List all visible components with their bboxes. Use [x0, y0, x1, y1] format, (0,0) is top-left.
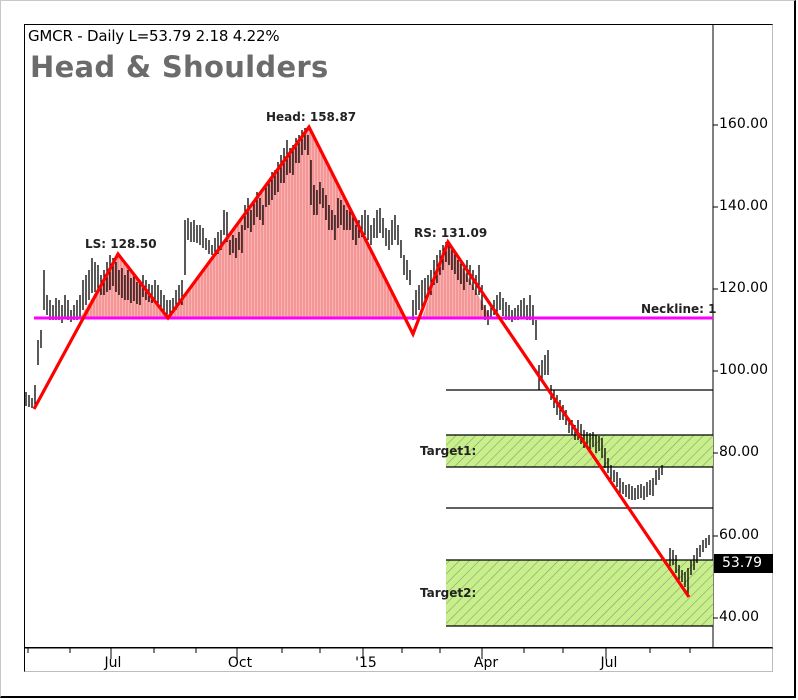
pattern-line — [32, 123, 691, 598]
y-tick-label: 40.00 — [719, 609, 760, 625]
y-ticks — [713, 124, 718, 619]
x-ticks — [27, 648, 691, 659]
x-axis-frame — [24, 648, 773, 672]
x-tick-label: '15 — [355, 655, 377, 671]
x-tick-label: Apr — [473, 655, 499, 671]
y-tick-label: 120.00 — [719, 280, 768, 296]
head-fill — [168, 127, 404, 318]
head-label: Head: 158.87 — [266, 110, 357, 124]
y-tick-label: 80.00 — [719, 444, 760, 460]
target2-label: Target2: — [420, 586, 477, 600]
neckline-label: Neckline: 1 — [641, 302, 717, 316]
x-tick-label: Oct — [227, 655, 253, 671]
target1-band — [446, 435, 713, 467]
right-shoulder-fill — [422, 242, 491, 318]
x-tick-label: Jul — [104, 655, 122, 671]
ticker-header: GMCR - Daily L=53.79 2.18 4.22% — [28, 27, 280, 45]
ls-label: LS: 128.50 — [85, 237, 157, 251]
x-tick-label: Jul — [600, 655, 618, 671]
target1-label: Target1: — [420, 444, 477, 458]
pattern-title: Head & Shoulders — [30, 50, 329, 84]
y-tick-label: 100.00 — [719, 362, 768, 378]
price-bars — [25, 128, 710, 596]
y-tick-label: 160.00 — [719, 116, 768, 132]
target2-band — [446, 560, 713, 626]
left-shoulder-fill — [80, 254, 168, 318]
y-tick-label: 60.00 — [719, 527, 760, 543]
last-price-badge: 53.79 — [714, 554, 773, 573]
y-tick-label: 140.00 — [719, 198, 768, 214]
rs-label: RS: 131.09 — [414, 226, 488, 240]
